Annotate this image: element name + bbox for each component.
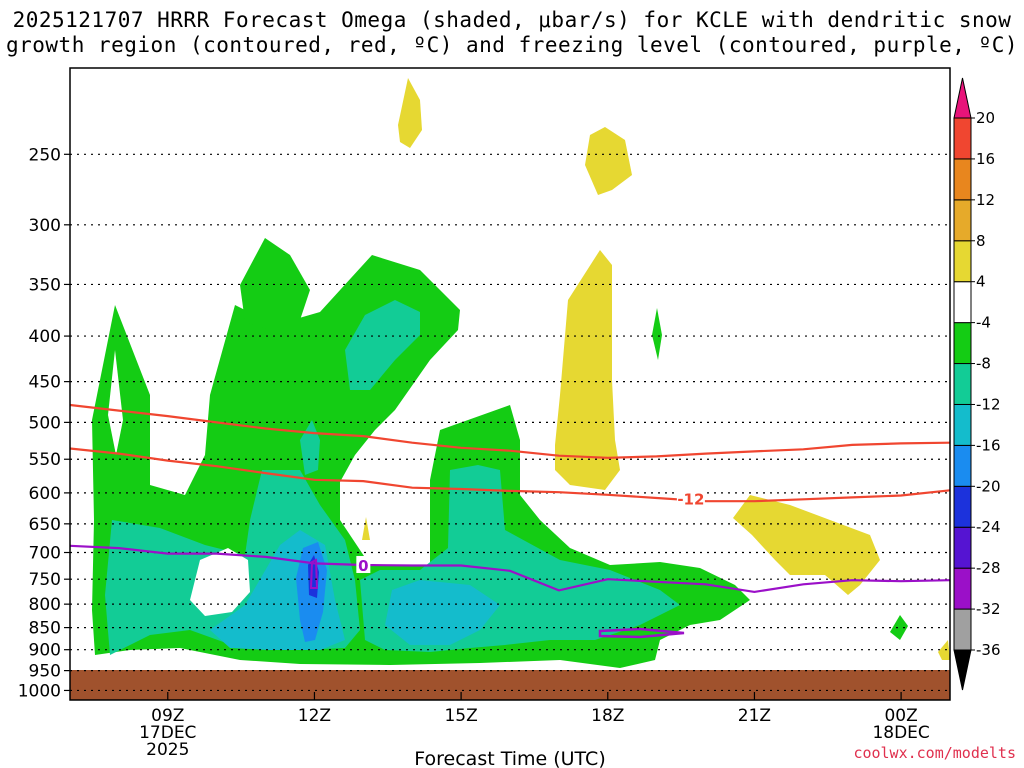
omega-area-yellow-4 <box>733 495 880 595</box>
colorbar-under-triangle <box>953 649 972 691</box>
dgz-contour-line <box>70 447 950 503</box>
plot-frame <box>69 67 951 701</box>
omega-area-cyan-center <box>385 580 500 645</box>
colorbar: -36 -32 -28 -24 -20 -16 -12 -8 -4 4 8 12 16 20 <box>953 77 1001 691</box>
colorbar-swatch <box>953 567 972 610</box>
x-tick-label: 09Z <box>151 706 184 726</box>
colorbar-swatch <box>953 526 972 569</box>
y-tick-label: 700 <box>29 544 61 564</box>
y-tick-label: 300 <box>29 216 61 236</box>
colorbar-tick-label: 12 <box>976 191 995 209</box>
x-tick-label: 15Z <box>444 706 477 726</box>
colorbar-tick-label: 16 <box>976 150 995 168</box>
chart-title: 2025121707 HRRR Forecast Omega (shaded, … <box>0 8 1024 58</box>
freezing-label-bg <box>356 556 371 574</box>
ground-area <box>70 670 950 700</box>
colorbar-swatch <box>953 281 972 324</box>
x-axis-label: Forecast Time (UTC) <box>414 748 605 768</box>
x-tick-label: 00Z <box>884 706 917 726</box>
omega-area-yellow-5 <box>362 517 370 540</box>
omega-area-yellow-6 <box>938 640 950 660</box>
colorbar-swatch <box>953 444 972 487</box>
y-tick-label: 650 <box>29 515 61 535</box>
colorbar-tick-label: -20 <box>976 477 1001 495</box>
title-line-2: growth region (contoured, red, ºC) and f… <box>5 33 1019 57</box>
colorbar-tick-label: 8 <box>976 232 986 250</box>
colorbar-swatch <box>953 403 972 446</box>
colorbar-swatch <box>953 322 972 365</box>
y-tick-label: 850 <box>29 619 61 639</box>
x-tick-label: 2025 <box>146 740 189 760</box>
omega-area-green-spot-1 <box>652 308 662 360</box>
title-line-1: 2025121707 HRRR Forecast Omega (shaded, … <box>12 8 1012 32</box>
omega-area-yellow-1 <box>398 78 422 148</box>
omega-area-yellow-2 <box>585 127 632 195</box>
dgz-label-bg <box>676 489 705 507</box>
y-tick-label: 400 <box>29 327 61 347</box>
y-tick-label: 800 <box>29 595 61 615</box>
x-tick-label: 12Z <box>298 706 331 726</box>
freezing-level-line <box>70 544 950 594</box>
y-tick-label: 250 <box>29 145 61 165</box>
freezing-contour-label: 0 <box>358 557 368 575</box>
omega-area-green-spot-2 <box>890 615 908 640</box>
omega-area-teal-upper <box>345 300 420 390</box>
omega-shading <box>92 78 950 668</box>
omega-hole-1 <box>190 548 250 616</box>
x-tick-label: 21Z <box>738 706 771 726</box>
y-tick-label: 450 <box>29 373 61 393</box>
omega-area-yellow-3 <box>555 250 620 490</box>
colorbar-swatch <box>953 485 972 528</box>
colorbar-swatch <box>953 117 972 160</box>
dgz-contour-line <box>70 403 950 459</box>
y-tick-label: 1000 <box>18 681 61 701</box>
colorbar-swatch <box>953 199 972 242</box>
omega-area-purple-loop <box>598 627 685 639</box>
contour-lines: -12 0 <box>70 403 950 594</box>
colorbar-tick-label: -12 <box>976 395 1001 413</box>
y-tick-label: 550 <box>29 450 61 470</box>
colorbar-tick-label: -32 <box>976 600 1001 618</box>
colorbar-swatch <box>953 158 972 201</box>
y-tick-label: 500 <box>29 413 61 433</box>
colorbar-tick-label: -36 <box>976 641 1001 659</box>
x-tick-label: 18DEC <box>872 723 929 743</box>
colorbar-over-triangle <box>953 77 972 119</box>
colorbar-swatch <box>953 608 972 651</box>
x-tick-label: 18Z <box>591 706 624 726</box>
y-tick-label: 750 <box>29 570 61 590</box>
colorbar-tick-label: 4 <box>976 273 986 291</box>
credit-text: coolwx.com/modelts <box>853 744 1016 762</box>
y-tick-label: 900 <box>29 641 61 661</box>
colorbar-swatch <box>953 240 972 283</box>
y-tick-label: 350 <box>29 275 61 295</box>
y-axis: 2503003504004505005506006507007508008509… <box>18 145 70 701</box>
colorbar-tick-label: -16 <box>976 436 1001 454</box>
y-tick-label: 600 <box>29 484 61 504</box>
omega-hole-2 <box>108 350 123 455</box>
colorbar-tick-label: 20 <box>976 109 995 127</box>
colorbar-tick-label: -24 <box>976 518 1001 536</box>
colorbar-tick-label: -8 <box>976 355 991 373</box>
dgz-contour-label: -12 <box>677 491 704 509</box>
colorbar-tick-label: -28 <box>976 559 1001 577</box>
omega-area-purple-contour <box>309 558 319 589</box>
x-tick-label: 17DEC <box>139 723 196 743</box>
colorbar-swatch <box>953 363 972 405</box>
y-tick-label: 950 <box>29 662 61 682</box>
colorbar-tick-label: -4 <box>976 314 991 332</box>
